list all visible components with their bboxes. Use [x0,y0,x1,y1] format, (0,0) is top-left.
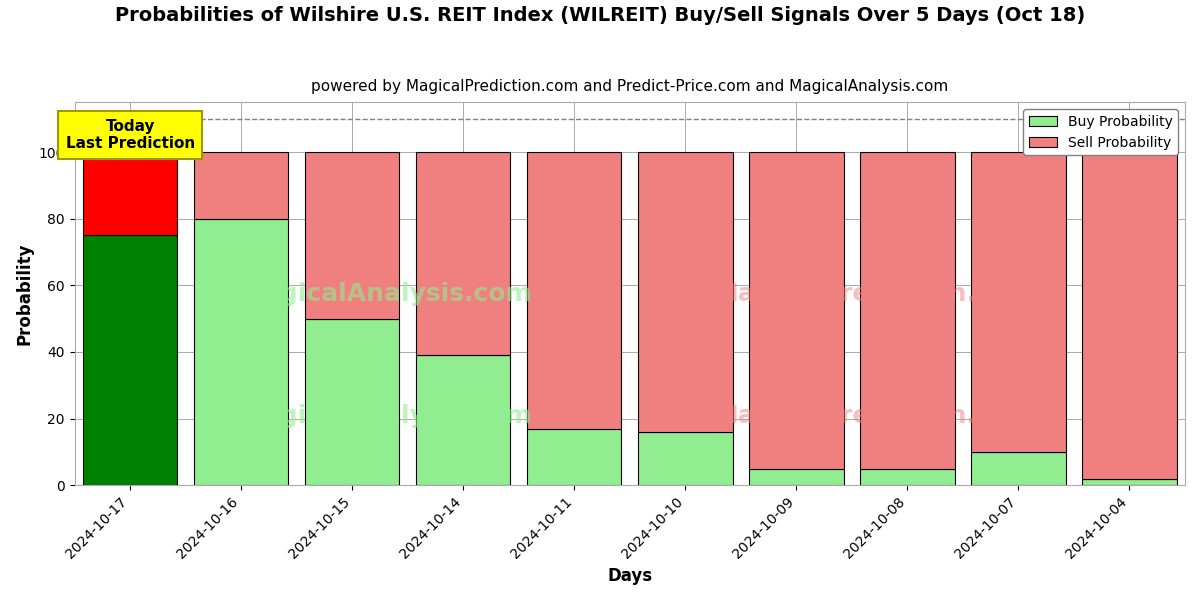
Y-axis label: Probability: Probability [16,242,34,345]
Text: MagicalPrediction.com: MagicalPrediction.com [714,404,1034,428]
Bar [83,235,178,485]
Bar [305,152,400,319]
Bar [638,432,732,485]
Text: MagicalAnalysis.com: MagicalAnalysis.com [239,404,533,428]
Bar [971,452,1066,485]
Text: MagicalPrediction.com: MagicalPrediction.com [714,281,1034,305]
Legend: Buy Probability, Sell Probability: Buy Probability, Sell Probability [1024,109,1178,155]
Bar [305,319,400,485]
Bar [971,152,1066,452]
Bar [1082,152,1177,479]
Bar [83,152,178,235]
Bar [749,469,844,485]
Title: powered by MagicalPrediction.com and Predict-Price.com and MagicalAnalysis.com: powered by MagicalPrediction.com and Pre… [311,79,948,94]
Bar [860,469,955,485]
Bar [527,428,622,485]
Text: MagicalAnalysis.com: MagicalAnalysis.com [239,281,533,305]
Bar [527,152,622,428]
Text: Probabilities of Wilshire U.S. REIT Index (WILREIT) Buy/Sell Signals Over 5 Days: Probabilities of Wilshire U.S. REIT Inde… [115,6,1085,25]
Bar [1082,479,1177,485]
Bar [194,218,288,485]
Bar [638,152,732,432]
X-axis label: Days: Days [607,567,653,585]
Text: Today
Last Prediction: Today Last Prediction [66,119,194,151]
Bar [416,152,510,355]
Bar [194,152,288,218]
Bar [749,152,844,469]
Bar [860,152,955,469]
Bar [416,355,510,485]
